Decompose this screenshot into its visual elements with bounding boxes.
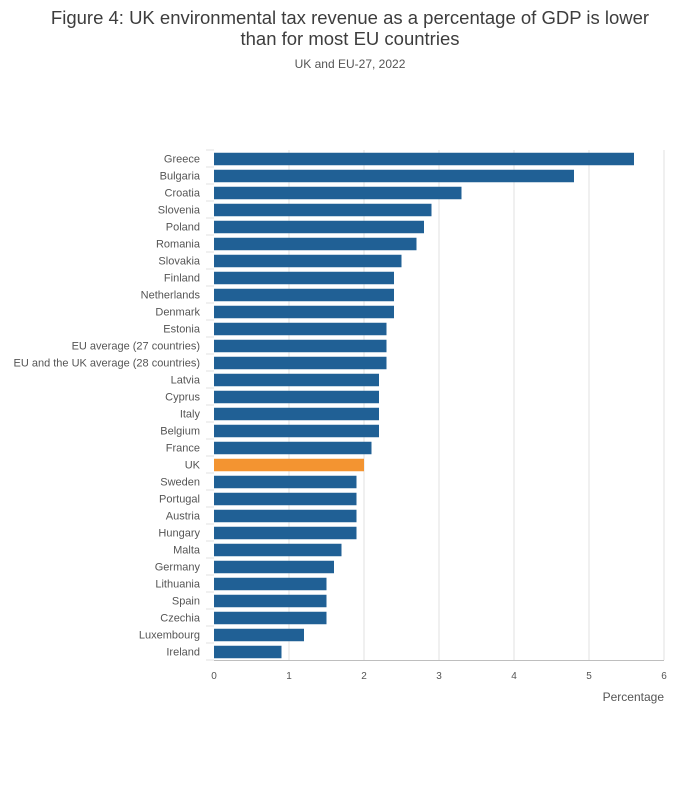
bar-portugal (214, 492, 357, 506)
bar-croatia (214, 186, 462, 200)
bar-czechia (214, 611, 327, 625)
category-label: France (166, 443, 200, 455)
bar-denmark (214, 305, 394, 319)
chart-subtitle: UK and EU-27, 2022 (294, 57, 406, 71)
category-label: Cyprus (165, 392, 200, 404)
bar-cyprus (214, 390, 379, 404)
bar-netherlands (214, 288, 394, 302)
bar-germany (214, 560, 334, 574)
bar-latvia (214, 373, 379, 387)
category-label: UK (185, 460, 201, 472)
bar-belgium (214, 424, 379, 438)
category-label: Lithuania (155, 579, 201, 591)
category-label: Slovenia (158, 205, 201, 217)
x-tick-label-0: 0 (211, 671, 217, 682)
category-label: EU average (27 countries) (72, 341, 200, 353)
bar-ireland (214, 645, 282, 659)
bar-greece (214, 152, 634, 166)
x-tick-label-5: 5 (586, 671, 592, 682)
category-label: Luxembourg (139, 630, 200, 642)
category-label: Poland (166, 222, 200, 234)
x-tick-label-6: 6 (661, 671, 667, 682)
category-label: Greece (164, 154, 200, 166)
bar-slovenia (214, 203, 432, 217)
bar-malta (214, 543, 342, 557)
chart-title-line-1: Figure 4: UK environmental tax revenue a… (50, 7, 650, 28)
category-label: EU and the UK average (28 countries) (14, 358, 201, 370)
category-label: Malta (173, 545, 201, 557)
category-label: Italy (180, 409, 201, 421)
category-label: Romania (156, 239, 201, 251)
bar-france (214, 441, 372, 455)
category-label: Latvia (171, 375, 201, 387)
bar-luxembourg (214, 628, 304, 642)
category-label: Czechia (160, 613, 201, 625)
bar-spain (214, 594, 327, 608)
chart-title: Figure 4: UK environmental tax revenue a… (0, 7, 700, 49)
x-tick-label-2: 2 (361, 671, 367, 682)
category-label: Bulgaria (160, 171, 201, 183)
category-label: Spain (172, 596, 200, 608)
bar-uk (214, 458, 364, 472)
bar-romania (214, 237, 417, 251)
category-label: Netherlands (141, 290, 201, 302)
bar-hungary (214, 526, 357, 540)
category-label: Finland (164, 273, 200, 285)
bar-sweden (214, 475, 357, 489)
category-label: Slovakia (158, 256, 200, 268)
category-label: Sweden (160, 477, 200, 489)
bar-poland (214, 220, 424, 234)
category-label: Denmark (155, 307, 200, 319)
category-label: Croatia (165, 188, 201, 200)
category-label: Austria (166, 511, 201, 523)
bar-bulgaria (214, 169, 574, 183)
x-tick-label-1: 1 (286, 671, 292, 682)
bar-lithuania (214, 577, 327, 591)
bar-italy (214, 407, 379, 421)
chart-title-line-2: than for most EU countries (240, 28, 460, 49)
bar-estonia (214, 322, 387, 336)
bar-eu-and-the-uk-average-28-countries- (214, 356, 387, 370)
category-label: Estonia (163, 324, 201, 336)
category-label: Hungary (158, 528, 200, 540)
bar-eu-average-27-countries- (214, 339, 387, 353)
category-label: Portugal (159, 494, 200, 506)
bar-slovakia (214, 254, 402, 268)
category-label: Belgium (160, 426, 200, 438)
category-label: Germany (155, 562, 201, 574)
category-label: Ireland (166, 647, 200, 659)
bar-finland (214, 271, 394, 285)
x-axis-title: Percentage (603, 690, 665, 704)
x-tick-label-4: 4 (511, 671, 517, 682)
x-tick-label-3: 3 (436, 671, 442, 682)
bar-austria (214, 509, 357, 523)
